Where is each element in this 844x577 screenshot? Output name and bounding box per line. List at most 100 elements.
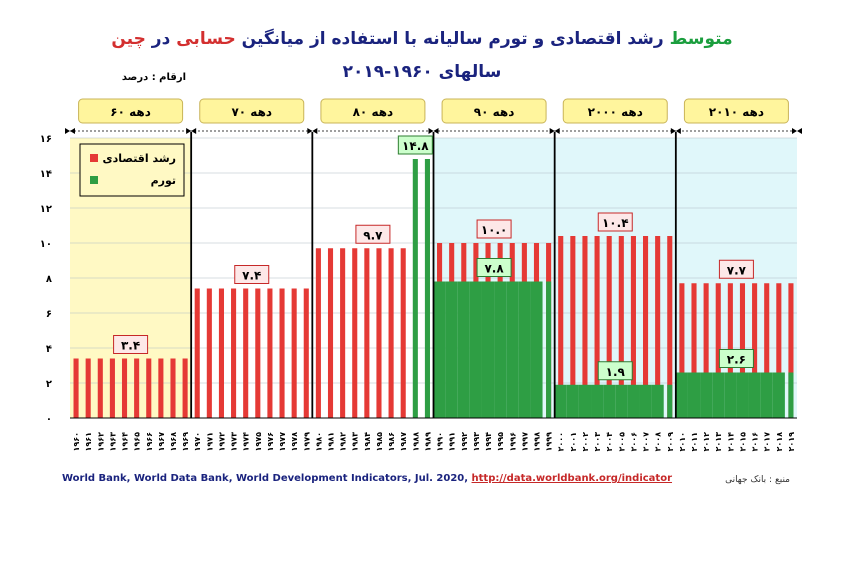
units-note: ارقام : درصد <box>122 72 186 83</box>
title-part-4: چین <box>111 29 146 49</box>
growth-bar-2-1 <box>327 248 334 418</box>
arrow-left-5 <box>675 128 681 134</box>
title-part-0: متوسط <box>670 29 733 49</box>
x-tick-label-2-2: ۱۹۸۲ <box>339 432 348 452</box>
growth-label-5: ۷.۷ <box>727 263 747 277</box>
inflation-bar-4-2 <box>578 384 592 418</box>
growth-bar-1-5 <box>255 288 261 418</box>
inflation-label-3: ۷.۸ <box>484 262 504 276</box>
x-tick-label-2-3: ۱۹۸۳ <box>351 432 360 452</box>
x-tick-label-2-1: ۱۹۸۱ <box>327 432 336 452</box>
growth-bar-5-3 <box>715 283 721 418</box>
y-tick-label-8: ۱۶ <box>40 134 52 145</box>
x-tick-label-3-6: ۱۹۹۶ <box>508 432 517 452</box>
x-tick-label-4-8: ۲۰۰۸ <box>654 432 663 452</box>
growth-bar-2-6 <box>388 248 394 418</box>
inflation-label-5-box <box>718 349 754 368</box>
x-tick-label-0-6: ۱۹۶۶ <box>145 432 154 452</box>
source-link[interactable]: http://data.worldbank.org/indicator <box>472 473 673 484</box>
growth-bar-0-7 <box>158 358 164 418</box>
x-tick-label-2-7: ۱۹۸۷ <box>399 432 408 452</box>
inflation-bar-5-3 <box>712 372 725 418</box>
growth-label-1: ۷.۴ <box>242 269 261 283</box>
growth-bar-2-7 <box>400 248 406 418</box>
decade-header-box-0 <box>78 98 184 124</box>
arrow-right-3 <box>428 128 434 134</box>
x-tick-label-5-5: ۲۰۱۵ <box>738 432 747 452</box>
arrow-left-2 <box>312 128 318 134</box>
y-tick-label-7: ۱۴ <box>40 169 52 180</box>
x-tick-label-5-4: ۲۰۱۴ <box>726 432 735 452</box>
decade-header-box-3 <box>441 98 547 124</box>
growth-bar-2-2 <box>340 248 346 418</box>
inflation-bar-3-1 <box>445 281 458 418</box>
x-tick-label-3-8: ۱۹۹۸ <box>532 432 541 452</box>
legend: رشد اقتصادی تورم <box>79 143 185 197</box>
x-tick-label-4-7: ۲۰۰۷ <box>642 432 651 452</box>
x-tick-label-3-4: ۱۹۹۴ <box>484 432 493 452</box>
inflation-bar-4-8 <box>651 384 664 418</box>
inflation-label-4: ۱.۹ <box>606 365 626 379</box>
arrow-left-3 <box>433 128 439 134</box>
x-tick-label-3-0: ۱۹۹۰ <box>436 432 445 452</box>
inflation-bar-5-5 <box>736 372 749 418</box>
growth-bar-4-6 <box>630 236 636 418</box>
decade-headers: دهه ۶۰ دهه ۷۰ دهه ۸۰ دهه ۹۰ دهه ۲۰۰۰ دهه ۲۰۱۰ <box>78 98 789 124</box>
growth-bar-1-1 <box>206 288 212 418</box>
x-tick-label-3-2: ۱۹۹۲ <box>460 432 469 452</box>
x-tick-label-5-3: ۲۰۱۳ <box>714 432 723 452</box>
growth-bar-4-2 <box>582 236 588 418</box>
x-tick-label-3-5: ۱۹۹۵ <box>496 432 505 452</box>
x-tick-label-0-9: ۱۹۶۹ <box>181 432 190 452</box>
inflation-bar-4-4 <box>603 384 616 418</box>
growth-bar-2-0 <box>315 248 321 418</box>
x-tick-label-3-1: ۱۹۹۱ <box>448 432 457 452</box>
inflation-bar-3-7 <box>518 281 531 418</box>
inflation-bar-4-7 <box>639 384 652 418</box>
inflation-bar-3-9 <box>546 281 552 418</box>
x-tick-label-1-8: ۱۹۷۸ <box>290 432 299 452</box>
inflation-label-4-box <box>597 361 633 381</box>
x-tick-label-1-4: ۱۹۷۴ <box>242 432 251 452</box>
inflation-bar-5-8 <box>772 372 785 418</box>
x-tick-label-2-8: ۱۹۸۸ <box>411 432 420 452</box>
inflation-bar-5-1 <box>687 372 701 418</box>
bars <box>73 159 794 418</box>
growth-bar-5-1 <box>691 283 697 418</box>
inflation-bar-4-3 <box>591 384 604 418</box>
growth-bar-4-4 <box>606 236 612 418</box>
legend-swatch-0 <box>90 154 98 162</box>
growth-bar-4-8 <box>655 236 661 418</box>
x-tick-label-1-7: ۱۹۷۷ <box>278 432 287 452</box>
arrow-right-0 <box>65 128 70 134</box>
growth-bar-0-6 <box>146 358 152 418</box>
y-tick-label-3: ۶ <box>46 309 52 320</box>
y-tick-label-2: ۴ <box>46 344 52 355</box>
arrow-right-4 <box>549 128 555 134</box>
x-tick-label-0-0: ۱۹۶۰ <box>72 432 81 452</box>
x-tick-label-4-4: ۲۰۰۴ <box>605 432 614 452</box>
growth-label-0: ۳.۴ <box>121 339 140 353</box>
growth-bar-5-7 <box>764 283 770 418</box>
growth-bar-0-4 <box>121 358 128 418</box>
x-tick-label-4-5: ۲۰۰۵ <box>617 432 626 452</box>
growth-bar-1-0 <box>194 288 200 418</box>
growth-bar-4-9 <box>667 236 673 418</box>
x-tick-label-0-8: ۱۹۶۸ <box>169 432 178 452</box>
decade-header-label-2: دهه ۸۰ <box>353 105 394 119</box>
growth-bar-4-0 <box>558 236 564 418</box>
x-tick-label-4-0: ۲۰۰۰ <box>557 432 566 452</box>
x-tick-label-0-2: ۱۹۶۲ <box>96 432 105 452</box>
x-tick-label-5-6: ۲۰۱۶ <box>751 432 760 452</box>
arrow-right-5 <box>670 128 676 134</box>
growth-bar-0-1 <box>85 358 91 418</box>
title-part-2: حسابی <box>176 29 236 49</box>
growth-bar-0-3 <box>109 358 115 418</box>
growth-bar-1-4 <box>243 288 249 418</box>
x-tick-label-3-7: ۱۹۹۷ <box>520 432 529 452</box>
growth-label-3-box <box>476 219 512 239</box>
growth-bar-5-8 <box>776 283 782 418</box>
growth-bar-2-3 <box>352 248 358 418</box>
inflation-bar-5-6 <box>748 372 761 418</box>
